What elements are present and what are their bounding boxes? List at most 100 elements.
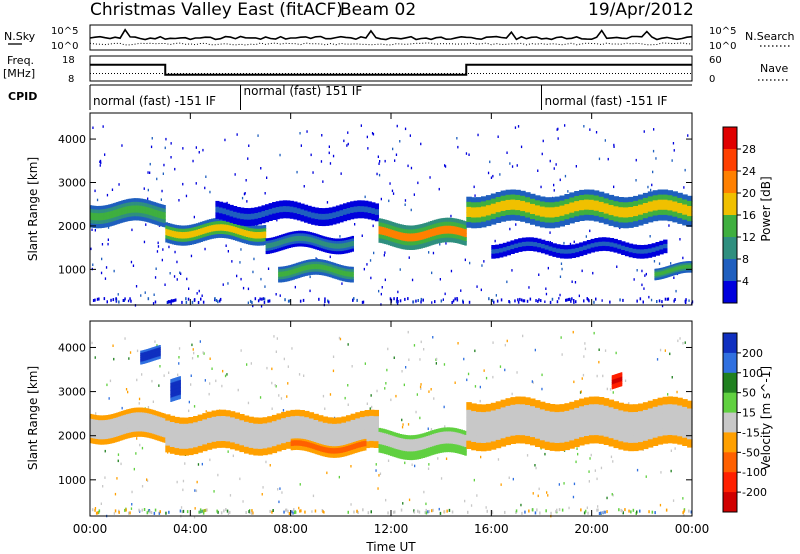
scatter-echo [150,145,153,149]
echo-cell [219,201,224,206]
echo-cell [278,279,281,283]
echo-cell [129,202,132,207]
echo-cell [325,450,328,454]
echo-cell [119,215,122,220]
echo-cell [340,277,343,281]
scatter-echo [370,276,372,280]
scatter-echo [292,511,294,515]
echo-cell [391,241,395,247]
echo-cell [188,429,194,437]
echo-cell [104,415,107,421]
scatter-echo [408,498,411,502]
scatter-echo [610,455,613,459]
echo-cell [338,267,341,271]
scatter-echo [559,275,562,278]
echo-cell [510,199,516,206]
echo-cell [409,225,412,231]
echo-cell [689,270,691,273]
scatter-echo [571,280,573,283]
scatter-echo [259,396,262,399]
echo-cell [265,245,269,249]
echo-cell [613,216,619,223]
scatter-echo [495,294,497,297]
echo-cell [364,215,369,219]
echo-cell [281,279,284,283]
echo-cell [174,423,180,430]
echo-cell [340,272,343,276]
echo-cell [435,231,439,236]
echo-cell [299,243,303,247]
echo-cell [135,431,138,437]
echo-cell [155,220,158,225]
scatter-echo [227,282,229,285]
echo-cell [397,231,400,237]
echo-cell [114,206,117,211]
scatter-echo [457,342,459,345]
echo-cell [300,209,305,213]
scatter-echo [143,508,146,511]
echo-cell [314,219,319,223]
echo-cell [96,213,99,218]
echo-cell [317,247,320,251]
echo-cell [253,448,259,456]
echo-cell [323,265,327,269]
echo-cell [441,230,444,235]
echo-cell [204,226,208,231]
scatter-echo [179,271,181,274]
echo-cell [476,207,482,213]
echo-cell [211,441,217,449]
echo-cell [663,243,668,247]
echo-cell [598,191,605,198]
echo-cell [317,239,320,243]
echo-cell [671,266,673,269]
echo-cell [300,206,305,210]
echo-cell [202,444,208,452]
echo-cell [248,240,251,245]
echo-cell [286,242,290,246]
echo-cell [297,269,300,273]
echo-cell [273,241,276,245]
scatter-echo [361,300,364,304]
echo-cell [316,450,319,453]
echo-cell [117,412,120,418]
echo-cell [129,213,132,218]
echo-cell [305,446,308,450]
echo-cell [505,210,511,216]
echo-cell [676,272,678,275]
echo-cell [281,269,284,273]
echo-cell [294,268,297,272]
echo-cell [341,243,345,247]
echo-cell [155,420,158,426]
scatter-echo [347,131,349,134]
scatter-echo [431,301,433,304]
echo-cell [575,247,580,251]
echo-cell [300,440,303,443]
echo-cell [544,247,550,251]
scatter-echo [573,380,575,384]
echo-cell [430,225,433,230]
echo-cell [314,259,317,263]
echo-cell [132,205,135,210]
scatter-echo [612,460,614,463]
echo-cell [267,250,270,254]
echo-cell [443,229,446,235]
echo-cell [159,345,161,348]
echo-cell [333,455,336,458]
echo-cell [140,412,143,418]
echo-cell [350,279,353,283]
echo-cell [287,265,291,269]
echo-cell [191,240,195,245]
scatter-echo [392,147,394,151]
echo-cell [263,241,267,246]
echo-cell [655,242,660,245]
echo-cell [129,209,132,214]
echo-cell [346,274,349,278]
scatter-echo [583,511,586,515]
echo-cell [284,271,287,275]
echo-cell [271,245,274,249]
echo-cell [171,224,175,229]
echo-cell [292,438,295,441]
echo-cell [336,446,339,449]
echo-cell [139,426,142,432]
echo-cell [462,236,465,242]
